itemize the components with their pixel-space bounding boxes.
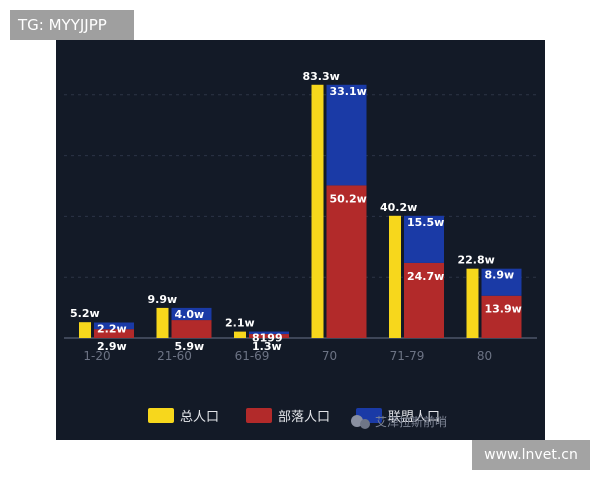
bar-alliance-80 xyxy=(481,268,522,296)
bar-horde-71-79 xyxy=(404,262,444,338)
label-total-70: 83.3w xyxy=(303,70,340,83)
label-horde-80: 13.9w xyxy=(485,303,522,316)
label-horde-71-79: 24.7w xyxy=(407,270,444,283)
bar-alliance-1-20 xyxy=(94,322,134,330)
label-horde-21-60: 5.9w xyxy=(175,340,205,353)
bar-alliance-21-60 xyxy=(171,307,212,321)
legend-label-0: 总人口 xyxy=(180,410,219,425)
bar-total-61-69 xyxy=(234,331,246,338)
bars xyxy=(79,84,522,338)
bar-horde-70 xyxy=(326,185,367,338)
wechat-icon-secondary xyxy=(360,419,370,429)
label-horde-1-20: 2.9w xyxy=(97,340,127,353)
legend-swatch-0 xyxy=(148,408,174,423)
bar-horde-21-60 xyxy=(171,320,212,338)
label-total-1-20: 5.2w xyxy=(70,307,100,320)
label-total-71-79: 40.2w xyxy=(380,201,417,214)
tick-1-20: 1-20 xyxy=(83,349,110,363)
tick-70: 70 xyxy=(322,349,337,363)
bar-horde-61-69 xyxy=(249,334,289,338)
tick-21-60: 21-60 xyxy=(157,349,192,363)
bar-total-71-79 xyxy=(389,215,401,338)
bar-horde-1-20 xyxy=(94,329,134,338)
label-alliance-21-60: 4.0w xyxy=(175,308,205,321)
tick-61-69: 61-69 xyxy=(235,349,270,363)
tag-badge: TG: MYYJJPP xyxy=(10,10,134,40)
watermark-text: 艾泽拉斯前哨 xyxy=(375,414,447,429)
chart-panel: 5.2w 2.2w 2.9w 9.9w 4.0w 5.9w 2.1w 8199 1.3w 83.3… xyxy=(56,40,545,440)
bar-total-21-60 xyxy=(156,307,169,338)
watermark: 艾泽拉斯前哨 xyxy=(351,414,447,429)
x-axis-tick-labels: 1-20 21-60 61-69 70 71-79 80 xyxy=(83,349,492,363)
tick-80: 80 xyxy=(477,349,492,363)
label-alliance-61-69: 8199 xyxy=(252,332,283,345)
bar-total-70 xyxy=(311,84,324,338)
label-horde-61-69: 1.3w xyxy=(252,340,282,353)
bar-alliance-61-69 xyxy=(249,331,289,335)
legend-label-1: 部落人口 xyxy=(278,410,330,425)
bar-alliance-70 xyxy=(326,84,367,186)
label-alliance-71-79: 15.5w xyxy=(407,216,444,229)
legend-label-2: 联盟人口 xyxy=(388,410,440,425)
bar-total-1-20 xyxy=(79,322,91,338)
label-total-61-69: 2.1w xyxy=(225,317,255,330)
grid-lines xyxy=(64,94,537,339)
site-badge: www.lnvet.cn xyxy=(472,440,590,470)
label-total-21-60: 9.9w xyxy=(148,293,178,306)
legend-swatch-1 xyxy=(246,408,272,423)
bar-horde-80 xyxy=(481,295,522,338)
bar-total-80 xyxy=(466,268,479,338)
label-alliance-70: 33.1w xyxy=(330,85,367,98)
legend: 总人口 部落人口 联盟人口 xyxy=(148,408,440,425)
tick-71-79: 71-79 xyxy=(390,349,425,363)
label-alliance-80: 8.9w xyxy=(485,269,515,282)
label-total-80: 22.8w xyxy=(458,254,495,267)
bar-alliance-71-79 xyxy=(404,215,444,263)
label-alliance-1-20: 2.2w xyxy=(97,322,127,335)
label-horde-70: 50.2w xyxy=(330,192,367,205)
